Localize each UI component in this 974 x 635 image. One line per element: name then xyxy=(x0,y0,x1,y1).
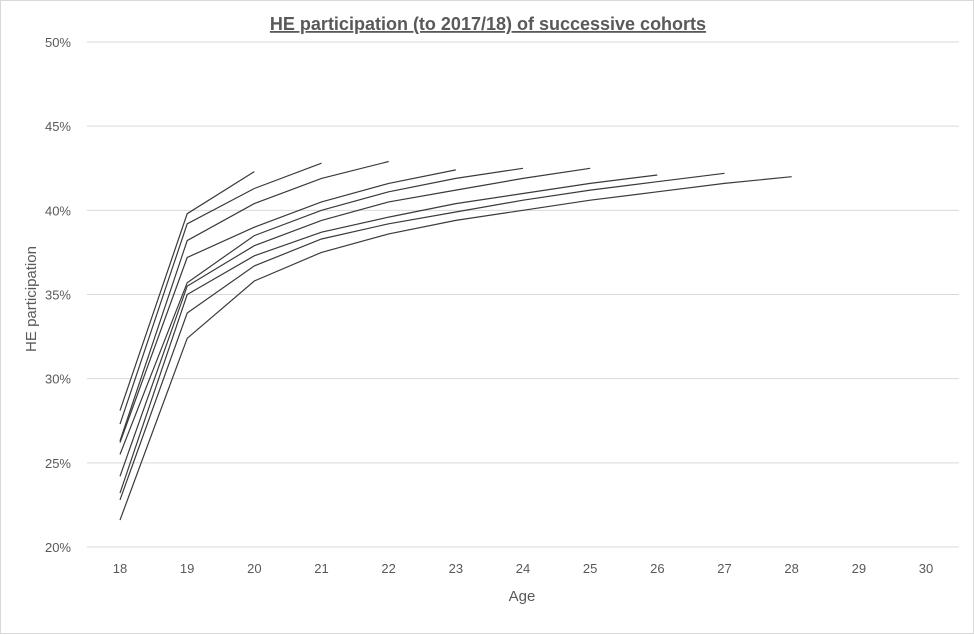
series-line-8 xyxy=(119,172,725,501)
y-tick-label: 30% xyxy=(45,372,71,387)
x-tick-label: 26 xyxy=(650,561,664,576)
chart-title: HE participation (to 2017/18) of success… xyxy=(270,14,706,34)
y-tick-label: 20% xyxy=(45,540,71,555)
y-tick-label: 25% xyxy=(45,456,71,471)
x-tick-label: 18 xyxy=(113,561,127,576)
y-tick-label: 45% xyxy=(45,119,71,134)
x-tick-label: 29 xyxy=(852,561,866,576)
y-tick-label: 35% xyxy=(45,288,71,303)
x-tick-label: 21 xyxy=(314,561,328,576)
series-lines xyxy=(119,160,792,521)
x-axis-label: Age xyxy=(509,588,536,605)
x-tick-label: 30 xyxy=(919,561,933,576)
x-tick-label: 28 xyxy=(784,561,798,576)
y-axis-ticks: 20% 25% 30% 35% 40% 45% 50% xyxy=(45,35,71,555)
y-tick-label: 40% xyxy=(45,203,71,218)
gridlines xyxy=(87,41,959,548)
series-line-3 xyxy=(119,160,389,442)
x-tick-label: 20 xyxy=(247,561,261,576)
x-tick-label: 25 xyxy=(583,561,597,576)
series-line-4 xyxy=(119,169,456,443)
y-tick-label: 50% xyxy=(45,35,71,50)
x-tick-label: 24 xyxy=(516,561,530,576)
series-line-6 xyxy=(119,167,591,477)
x-tick-label: 27 xyxy=(717,561,731,576)
x-tick-label: 19 xyxy=(180,561,194,576)
series-line-1 xyxy=(119,171,255,411)
series-line-9 xyxy=(119,176,792,521)
series-line-5 xyxy=(119,167,524,455)
x-tick-label: 22 xyxy=(381,561,395,576)
series-line-2 xyxy=(119,162,322,425)
series-line-7 xyxy=(119,174,658,494)
x-tick-label: 23 xyxy=(449,561,463,576)
x-axis-ticks: 18 19 20 21 22 23 24 25 26 27 28 29 30 xyxy=(113,561,933,576)
y-axis-label: HE participation xyxy=(23,246,40,352)
